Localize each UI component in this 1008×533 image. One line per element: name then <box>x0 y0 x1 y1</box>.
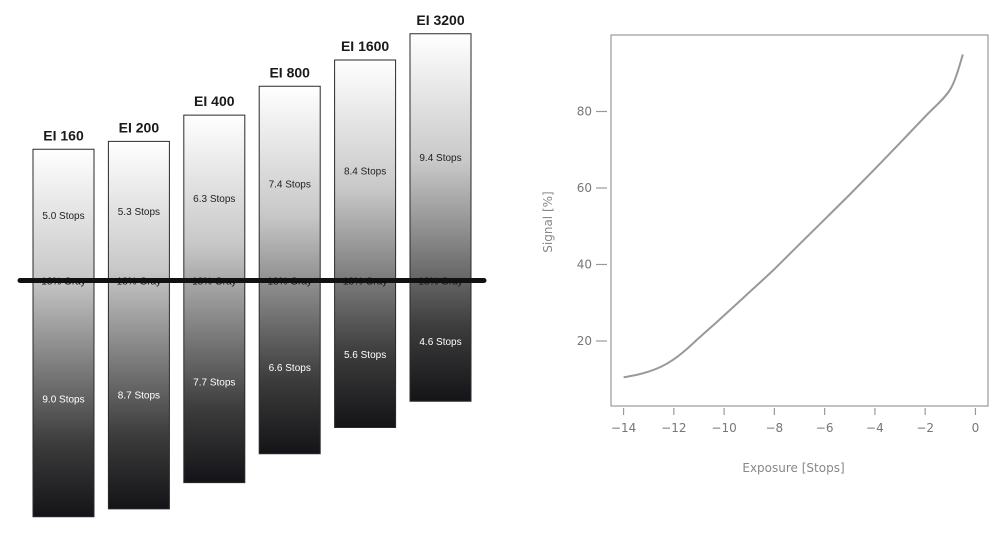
bar-title: EI 1600 <box>341 38 389 54</box>
stops-above-label: 5.0 Stops <box>42 211 84 222</box>
stops-below-label: 7.7 Stops <box>193 378 235 389</box>
x-axis-label: Exposure [Stops] <box>742 461 844 475</box>
stops-below-label: 8.7 Stops <box>118 391 160 402</box>
bar-ei-400 <box>183 114 246 484</box>
bar-title: EI 200 <box>119 119 160 135</box>
x-tick-label: 0 <box>972 421 980 435</box>
gray-label: 18% Gray <box>41 277 85 288</box>
bar-title: EI 400 <box>194 93 235 109</box>
x-tick-label: −8 <box>766 421 784 435</box>
gray-label: 18% Gray <box>117 277 161 288</box>
stops-above-label: 5.3 Stops <box>118 207 160 218</box>
gray-label: 18% Gray <box>343 277 387 288</box>
stops-above-label: 7.4 Stops <box>269 179 311 190</box>
x-tick-label: −10 <box>711 421 736 435</box>
x-tick-label: −4 <box>866 421 884 435</box>
bar-ei-1600 <box>334 59 397 428</box>
signal-curve-line-0 <box>623 54 964 379</box>
stops-below-label: 5.6 Stops <box>344 350 386 361</box>
x-tick-label: −6 <box>816 421 834 435</box>
bar-title: EI 160 <box>43 127 84 143</box>
stops-above-label: 8.4 Stops <box>344 166 386 177</box>
gray-label: 18% Gray <box>267 277 311 288</box>
x-tick-label: −2 <box>916 421 934 435</box>
bar-ei-800 <box>258 85 321 455</box>
y-tick-label: 80 <box>577 104 592 118</box>
bar-ei-200 <box>107 140 170 510</box>
y-axis-label: Signal [%] <box>541 191 555 252</box>
x-tick-label: −12 <box>661 421 686 435</box>
stops-above-label: 9.4 Stops <box>419 153 461 164</box>
stops-below-label: 6.6 Stops <box>269 363 311 374</box>
gray-label: 18% Gray <box>418 277 462 288</box>
gray-label: 18% Gray <box>192 277 236 288</box>
y-tick-label: 40 <box>577 257 592 271</box>
y-tick-label: 60 <box>577 181 592 195</box>
stops-above-label: 6.3 Stops <box>193 194 235 205</box>
y-tick-label: 20 <box>577 334 592 348</box>
bar-title: EI 3200 <box>416 12 464 28</box>
bar-ei-3200 <box>409 33 472 402</box>
stops-below-label: 4.6 Stops <box>419 337 461 348</box>
plot-frame <box>610 34 989 407</box>
stops-below-label: 9.0 Stops <box>42 395 84 406</box>
bar-title: EI 800 <box>269 64 310 80</box>
x-tick-label: −14 <box>611 421 636 435</box>
bar-ei-160 <box>32 148 95 518</box>
